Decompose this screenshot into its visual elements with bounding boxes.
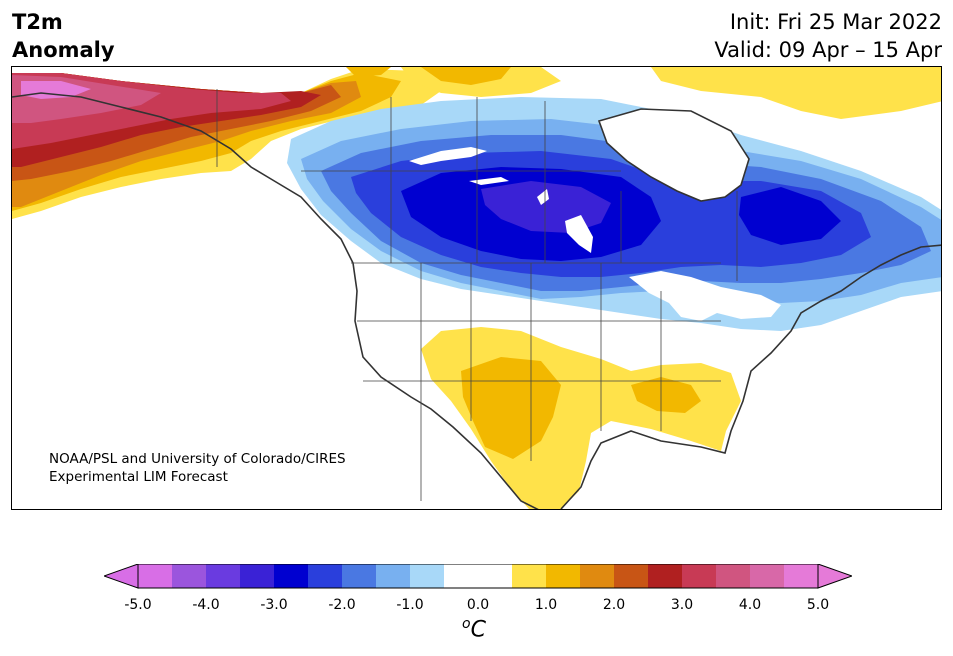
colorbar-cell	[376, 564, 411, 588]
colorbar-cell	[274, 564, 309, 588]
colorbar-cell	[716, 564, 751, 588]
colorbar-tick-label: -3.0	[260, 597, 288, 613]
colorbar-cell	[648, 564, 683, 588]
forecast-dates: Init: Fri 25 Mar 2022 Valid: 09 Apr – 15…	[714, 8, 942, 64]
warm-arctic-3	[651, 67, 941, 119]
colorbar-cell	[308, 564, 343, 588]
warm-south-2	[461, 357, 561, 459]
credit-line-2: Experimental LIM Forecast	[49, 469, 228, 485]
colorbar-cell	[240, 564, 275, 588]
valid-range: Valid: 09 Apr – 15 Apr	[714, 38, 942, 62]
colorbar-cell	[546, 564, 581, 588]
init-date: Init: Fri 25 Mar 2022	[729, 10, 942, 34]
colorbar-over-triangle	[817, 564, 852, 589]
lake-3	[537, 189, 549, 205]
cold-5b	[739, 187, 841, 245]
credit-text: NOAA/PSL and University of Colorado/CIRE…	[49, 450, 346, 486]
great-lakes	[629, 271, 781, 321]
warm-south-1	[421, 327, 741, 509]
colorbar-cell	[410, 564, 445, 588]
warm-arctic-4	[346, 67, 391, 77]
warm-alaska-8	[21, 81, 91, 99]
colorbar-unit: oC	[462, 616, 486, 642]
colorbar-cell	[784, 564, 819, 588]
map-canvas	[12, 67, 941, 509]
colorbar-cell	[138, 564, 173, 588]
colorbar-cell	[512, 564, 547, 588]
colorbar-tick-label: -1.0	[396, 597, 424, 613]
credit-line-1: NOAA/PSL and University of Colorado/CIRE…	[49, 451, 346, 467]
colorbar-tick-label: 0.0	[466, 597, 490, 613]
colorbar-tick-label: 3.0	[670, 597, 694, 613]
colorbar	[104, 564, 852, 589]
warm-south-3	[631, 377, 701, 413]
colorbar-cell	[444, 564, 479, 588]
title-line-2: Anomaly	[12, 38, 115, 62]
colorbar-cell	[682, 564, 717, 588]
title-line-1: T2m	[12, 10, 63, 34]
colorbar-cell	[478, 564, 513, 588]
state-borders	[216, 89, 738, 501]
colorbar-cell	[172, 564, 207, 588]
colorbar-tick-label: -4.0	[192, 597, 220, 613]
colorbar-tick-label: 1.0	[534, 597, 558, 613]
colorbar-tick-label: 4.0	[738, 597, 762, 613]
colorbar-under-triangle	[104, 564, 139, 589]
map-title: T2m Anomaly	[12, 8, 115, 64]
warm-arctic-2	[421, 67, 511, 85]
colorbar-cells	[138, 564, 819, 588]
colorbar-cell	[206, 564, 241, 588]
colorbar-outline	[137, 564, 819, 589]
colorbar-tick-label: 2.0	[602, 597, 626, 613]
colorbar-cell	[614, 564, 649, 588]
colorbar-tick-label: -5.0	[124, 597, 152, 613]
colorbar-tick-labels: -5.0 -4.0 -3.0 -2.0 -1.0 0.0 1.0 2.0 3.0 4.0 5.0	[0, 597, 953, 617]
colorbar-cell	[750, 564, 785, 588]
colorbar-cell	[580, 564, 615, 588]
lake-1	[409, 147, 487, 165]
coastline	[12, 92, 941, 509]
lake-2	[469, 177, 509, 185]
hudson-bay	[599, 109, 749, 201]
unit-degree: o	[462, 616, 471, 632]
anomaly-map	[11, 66, 942, 510]
lake-4	[565, 215, 593, 253]
colorbar-cell	[342, 564, 377, 588]
colorbar-tick-label: 5.0	[806, 597, 830, 613]
unit-letter: C	[470, 617, 486, 643]
colorbar-tick-label: -2.0	[328, 597, 356, 613]
